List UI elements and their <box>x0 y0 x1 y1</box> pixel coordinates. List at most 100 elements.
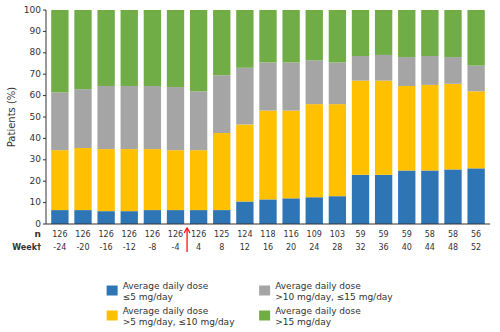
y-tick-label: 100 <box>24 5 41 15</box>
bar-segment <box>329 62 346 104</box>
bar-segment <box>398 57 415 86</box>
bar-segment <box>97 10 114 86</box>
bar-segment <box>398 171 415 225</box>
bar-segment <box>121 211 138 224</box>
y-tick <box>43 138 46 139</box>
bar-segment <box>236 68 253 125</box>
bar-segment <box>352 10 369 56</box>
legend: Average daily dose≤5 mg/dayAverage daily… <box>107 281 394 327</box>
x-tick-label: 44 <box>425 243 435 252</box>
y-tick <box>43 202 46 203</box>
x-tick-label: 40 <box>402 243 412 252</box>
x-tick-label: 24 <box>309 243 319 252</box>
bar-segment <box>213 75 230 133</box>
bar-segment <box>190 150 207 210</box>
bar-segment <box>74 148 91 210</box>
chart: 0102030405060708090100Patients (%)126126… <box>0 0 500 332</box>
x-axis-line <box>46 224 490 225</box>
bar-segment <box>444 57 461 84</box>
legend-label: Average daily dose>5 mg/day, ≤10 mg/day <box>123 306 236 327</box>
x-tick-label: 20 <box>286 243 296 252</box>
x-tick-label: 32 <box>355 243 365 252</box>
annotation-arrow <box>184 228 190 252</box>
bar-segment <box>306 60 323 104</box>
bar-segment <box>121 10 138 86</box>
n-value: 59 <box>355 230 365 239</box>
x-tick-label: 52 <box>471 243 481 252</box>
bar-segment <box>121 149 138 211</box>
bar-segment <box>444 169 461 224</box>
bar-segment <box>167 10 184 87</box>
x-tick-label: -16 <box>100 243 113 252</box>
bar-segment <box>144 10 161 86</box>
legend-label-line: >5 mg/day, ≤10 mg/day <box>123 317 236 327</box>
y-tick <box>43 95 46 96</box>
x-tick-label: 36 <box>379 243 389 252</box>
series <box>51 55 485 150</box>
x-tick-label: 16 <box>263 243 273 252</box>
legend-label: Average daily dose≤5 mg/day <box>123 281 209 302</box>
bar-segment <box>190 10 207 91</box>
x-tick-label: -8 <box>148 243 156 252</box>
x-axis-label: Week† <box>12 243 41 252</box>
bar-segment <box>97 86 114 149</box>
n-value: 59 <box>379 230 389 239</box>
legend-label-line: Average daily dose <box>123 281 209 291</box>
bar-segment <box>97 211 114 224</box>
bar-segment <box>352 175 369 224</box>
y-axis-label: Patients (%) <box>6 87 17 148</box>
n-value: 126 <box>122 230 137 239</box>
bar-segment <box>144 149 161 210</box>
bar-segment <box>282 111 299 199</box>
legend-label-line: Average daily dose <box>123 306 209 316</box>
y-tick-label: 70 <box>30 69 42 79</box>
n-value: 109 <box>307 230 322 239</box>
bar-segment <box>259 10 276 62</box>
bar-segment <box>375 175 392 224</box>
bar-segment <box>51 210 68 224</box>
bar-segment <box>167 150 184 210</box>
n-value: 126 <box>75 230 90 239</box>
legend-swatch <box>107 311 118 321</box>
bar-segment <box>121 86 138 149</box>
bar-segment <box>51 150 68 210</box>
bar-segment <box>329 196 346 224</box>
n-value: 125 <box>214 230 229 239</box>
bar-segment <box>144 210 161 224</box>
arrow-shaft <box>186 229 187 252</box>
y-tick <box>43 31 46 32</box>
y-tick <box>43 117 46 118</box>
legend-label-line: >10 mg/day, ≤15 mg/day <box>275 292 393 302</box>
legend-item: Average daily dose>15 mg/day <box>259 306 361 327</box>
n-value: 116 <box>283 230 298 239</box>
y-tick <box>43 224 46 225</box>
bar-segment <box>236 10 253 68</box>
bar-segment <box>421 171 438 225</box>
bar-segment <box>421 56 438 85</box>
bars <box>51 10 485 224</box>
y-axis: 0102030405060708090100 <box>24 5 490 229</box>
legend-swatch <box>107 286 118 296</box>
bar-segment <box>329 104 346 196</box>
n-value: 126 <box>191 230 206 239</box>
bar-segment <box>398 86 415 171</box>
y-tick <box>43 52 46 53</box>
y-tick-label: 0 <box>35 219 41 229</box>
n-value: 126 <box>145 230 160 239</box>
bar-segment <box>306 197 323 224</box>
legend-label-line: >15 mg/day <box>275 317 332 327</box>
legend-swatch <box>259 311 270 321</box>
n-value: 126 <box>168 230 183 239</box>
bar-segment <box>467 91 484 168</box>
bar-segment <box>306 10 323 60</box>
bar-segment <box>51 10 68 92</box>
bar-segment <box>236 124 253 201</box>
y-tick-label: 20 <box>30 176 42 186</box>
legend-label: Average daily dose>10 mg/day, ≤15 mg/day <box>275 281 393 302</box>
y-tick-label: 80 <box>30 47 42 57</box>
bar-segment <box>375 10 392 55</box>
y-tick-label: 50 <box>30 112 42 122</box>
legend-label: Average daily dose>15 mg/day <box>275 306 361 327</box>
bar-segment <box>444 84 461 170</box>
bar-segment <box>97 149 114 211</box>
